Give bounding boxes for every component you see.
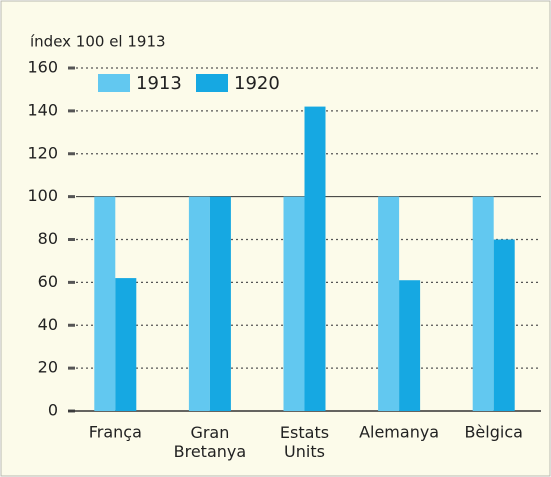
y-tick-label: 0	[48, 401, 58, 420]
y-tick-label: 80	[38, 229, 58, 248]
x-tick-label: Alemanya	[359, 423, 439, 442]
legend-swatch	[98, 74, 130, 92]
y-tick-label: 60	[38, 272, 58, 291]
y-tick-label: 120	[27, 143, 58, 162]
bar	[378, 196, 400, 411]
y-axis-label: índex 100 el 1913	[30, 33, 166, 51]
bar	[493, 239, 515, 411]
bar	[399, 280, 421, 411]
legend-swatch	[196, 74, 228, 92]
x-tick-label-line: Estats	[280, 423, 329, 442]
bar	[283, 196, 305, 411]
y-tick-label: 160	[27, 58, 58, 77]
bar	[304, 106, 326, 412]
y-tick-label: 140	[27, 100, 58, 119]
y-tick-label: 40	[38, 315, 58, 334]
bar	[188, 196, 210, 411]
legend-label: 1913	[136, 73, 182, 94]
y-tick-label: 20	[38, 358, 58, 377]
x-tick-label-line: Bretanya	[174, 442, 247, 461]
bar	[472, 196, 494, 411]
bar	[115, 278, 137, 411]
bar	[209, 196, 231, 411]
x-tick-label: Bèlgica	[464, 423, 522, 442]
x-tick-label-line: Gran	[190, 423, 229, 442]
x-tick-label-line: Units	[284, 442, 325, 461]
x-tick-label: Gran Bretanya	[174, 423, 247, 461]
legend-label: 1920	[234, 73, 280, 94]
y-tick-label: 100	[27, 186, 58, 205]
bar	[94, 196, 116, 411]
x-tick-label: França	[89, 423, 142, 442]
x-tick-label: Estats Units	[280, 423, 329, 461]
